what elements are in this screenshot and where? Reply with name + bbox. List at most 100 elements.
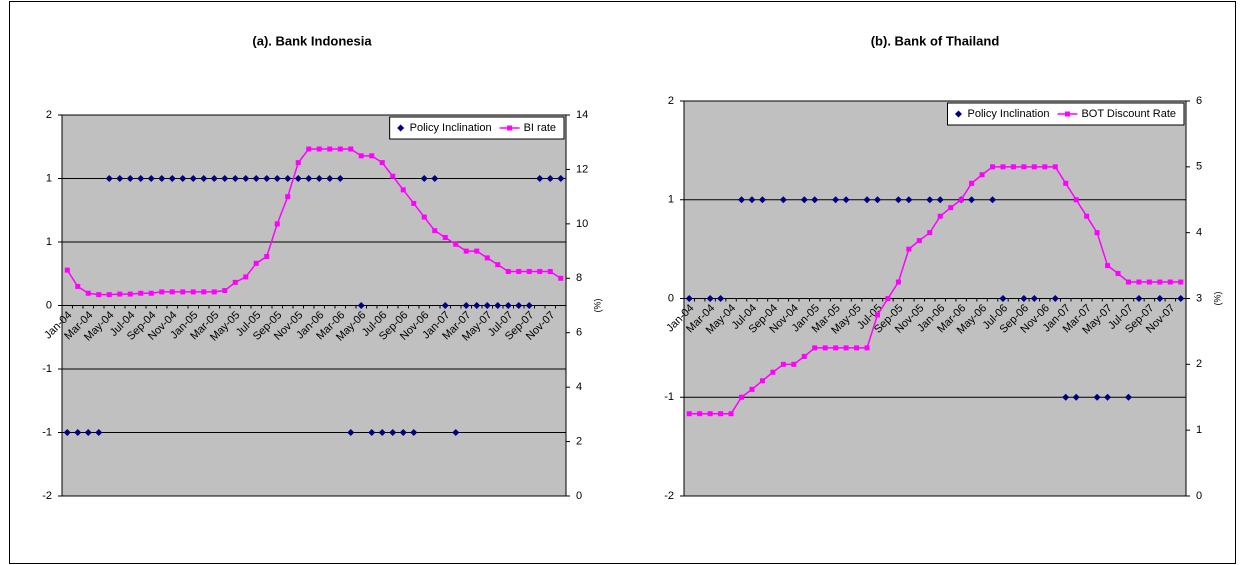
legend-label: Policy Inclination (968, 108, 1050, 120)
line-marker (474, 248, 480, 254)
scatter-point (273, 175, 281, 182)
scatter-point (811, 196, 819, 204)
scatter-point (1135, 295, 1143, 302)
line-marker (1042, 164, 1048, 170)
line-marker (495, 262, 501, 268)
scatter-point (452, 429, 460, 436)
line-marker (1063, 180, 1069, 186)
line-marker (739, 394, 745, 400)
line-marker (369, 153, 375, 159)
y2-tick-label: 2 (576, 435, 582, 447)
line-marker (400, 187, 406, 193)
legend-box (389, 116, 565, 140)
line-marker (117, 291, 123, 297)
legend: Policy Inclination BOT Discount Rate (947, 102, 1185, 126)
line-marker (127, 291, 133, 297)
y2-tick-label: 5 (1196, 161, 1202, 173)
line-marker (463, 248, 469, 254)
scatter-point (557, 175, 565, 182)
scatter-point (105, 175, 113, 182)
line-marker (1031, 164, 1037, 170)
line-marker (895, 279, 901, 285)
line-marker (348, 146, 354, 152)
line-marker (421, 214, 427, 220)
line-marker (1167, 279, 1173, 285)
line-marker (948, 205, 954, 211)
scatter-point (1093, 393, 1101, 401)
legend-swatch (1064, 111, 1070, 117)
line-marker (264, 254, 270, 260)
scatter-point (378, 429, 386, 436)
line-marker (843, 345, 849, 351)
y-tick-label: -2 (664, 490, 674, 502)
line-marker (864, 345, 870, 351)
scatter-point (999, 295, 1007, 302)
line-marker (1178, 279, 1184, 285)
scatter-point (305, 175, 313, 182)
scatter-point (473, 302, 481, 309)
scatter-point (221, 175, 229, 182)
line-marker (295, 160, 301, 166)
scatter-point (420, 175, 428, 182)
scatter-point (431, 175, 439, 182)
y2-tick-label: 0 (576, 490, 582, 502)
line-marker (697, 411, 703, 417)
line-marker (1136, 279, 1142, 285)
line-marker (180, 289, 186, 295)
scatter-point (210, 175, 218, 182)
scatter-point (546, 175, 554, 182)
line-marker (337, 146, 343, 152)
line-marker (106, 292, 112, 298)
scatter-point (368, 429, 376, 436)
line-marker (854, 345, 860, 351)
line-marker (969, 180, 975, 186)
y-tick-label: 1 (46, 236, 52, 248)
y2-tick-label: 6 (1196, 95, 1202, 107)
line-marker (516, 268, 522, 274)
y-tick-label: 0 (46, 299, 52, 311)
line-marker (201, 289, 207, 295)
y2-axis-label: (%) (1212, 292, 1222, 306)
line-marker (505, 268, 511, 274)
scatter-point (284, 175, 292, 182)
line-marker (1073, 197, 1079, 203)
line-marker (547, 268, 553, 274)
line-marker (432, 228, 438, 234)
line-marker (937, 213, 943, 219)
scatter-point (168, 175, 176, 182)
line-marker (1010, 164, 1016, 170)
scatter-point (863, 196, 871, 204)
scatter-point (389, 429, 397, 436)
line-marker (85, 290, 91, 296)
y-tick-label: -1 (42, 426, 52, 438)
chart-title: (b). Bank of Thailand (871, 33, 1000, 48)
line-marker (874, 312, 880, 318)
legend-swatch (507, 125, 513, 131)
scatter-point (357, 302, 365, 309)
y-tick-label: 1 (668, 194, 674, 206)
line-marker (1052, 164, 1058, 170)
scatter-point (441, 302, 449, 309)
y2-tick-label: 3 (1196, 292, 1202, 304)
line-marker (833, 345, 839, 351)
line-marker (558, 275, 564, 281)
y2-axis-label: (%) (592, 299, 602, 313)
line-marker (379, 160, 385, 166)
y2-tick-label: 8 (576, 272, 582, 284)
scatter-point (842, 196, 850, 204)
line-marker (927, 230, 933, 236)
y-tick-label: 1 (46, 172, 52, 184)
line-marker (285, 194, 291, 200)
line-marker (718, 411, 724, 417)
line-marker (222, 288, 228, 294)
y-tick-label: 2 (46, 109, 52, 121)
scatter-point (515, 302, 523, 309)
y2-tick-label: 4 (576, 381, 582, 393)
scatter-point (536, 175, 544, 182)
legend-label: BI rate (524, 122, 556, 134)
legend-label: BOT Discount Rate (1081, 108, 1176, 120)
line-marker (1084, 213, 1090, 219)
line-marker (138, 290, 144, 296)
line-marker (1115, 270, 1121, 276)
scatter-point (95, 429, 103, 436)
